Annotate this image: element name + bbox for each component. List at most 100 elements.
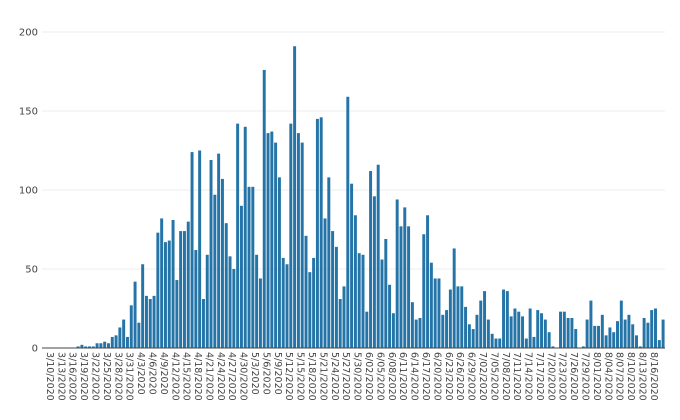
bar: [657, 340, 661, 348]
x-tick-label: 4/27/2020: [226, 352, 237, 401]
bar: [156, 232, 160, 348]
x-tick-label: 3/25/2020: [101, 352, 112, 401]
bar: [612, 332, 616, 348]
bar: [532, 336, 536, 348]
x-tick-label: 5/12/2020: [283, 352, 294, 401]
bar: [266, 133, 270, 348]
bar: [125, 336, 129, 348]
bar: [384, 238, 388, 348]
bar: [353, 215, 357, 348]
bar: [308, 272, 312, 348]
bar: [464, 306, 468, 348]
x-tick-label: 8/01/2020: [591, 352, 602, 401]
bar: [498, 338, 502, 348]
bar: [205, 254, 209, 348]
bar: [342, 286, 346, 348]
bar: [182, 231, 186, 348]
bar: [194, 250, 198, 348]
bar: [391, 313, 395, 348]
bar: [186, 221, 190, 348]
bar: [635, 335, 638, 348]
bar: [167, 240, 171, 348]
bar: [122, 319, 126, 348]
bar: [361, 254, 365, 348]
y-tick-label: 150: [19, 107, 38, 118]
x-tick-label: 3/28/2020: [112, 352, 123, 401]
bar: [103, 341, 107, 348]
x-tick-label: 5/30/2020: [352, 352, 363, 401]
bar: [357, 253, 361, 348]
bar: [372, 196, 376, 348]
bar: [179, 231, 183, 348]
bar: [175, 280, 179, 348]
x-tick-label: 6/11/2020: [397, 352, 408, 401]
x-tick-label: 7/26/2020: [568, 352, 579, 401]
bar: [232, 269, 236, 348]
x-tick-label: 5/6/2020: [260, 352, 271, 395]
bars: [76, 46, 665, 349]
bar: [160, 218, 164, 348]
bar: [494, 338, 498, 348]
x-tick-label: 6/23/2020: [443, 352, 454, 401]
x-tick-label: 4/3/2020: [135, 352, 146, 395]
x-tick-label: 6/29/2020: [466, 352, 477, 401]
bar: [422, 234, 426, 348]
bar: [338, 299, 342, 348]
bar: [220, 178, 224, 348]
bar: [467, 324, 471, 348]
bar: [213, 194, 217, 348]
bar: [589, 300, 593, 348]
bar: [281, 257, 285, 348]
x-tick-label: 6/05/2020: [374, 352, 385, 401]
x-tick-label: 3/10/2020: [44, 352, 55, 401]
bar: [148, 299, 152, 348]
x-tick-label: 6/14/2020: [409, 352, 420, 401]
bar: [99, 343, 103, 348]
bar: [562, 311, 566, 348]
bar: [277, 177, 281, 348]
bar: [581, 346, 585, 348]
bar: [209, 159, 213, 348]
bar: [654, 308, 657, 348]
bar: [107, 343, 110, 348]
bar: [152, 295, 156, 348]
bar: [585, 319, 589, 348]
bar: [543, 319, 547, 348]
bar: [133, 281, 137, 348]
bar: [441, 314, 445, 348]
bar: [407, 226, 411, 348]
bar: [300, 142, 304, 348]
bar: [437, 278, 441, 348]
gridlines: [42, 31, 665, 270]
y-tick-label: 0: [32, 344, 38, 355]
bar: [201, 299, 205, 348]
bar: [509, 316, 513, 348]
bar: [114, 335, 118, 348]
x-tick-label: 4/6/2020: [146, 352, 157, 395]
y-axis: 0 50 100 150 200: [19, 28, 38, 355]
bar: [426, 215, 430, 348]
bar: [304, 235, 308, 348]
x-tick-label: 4/12/2020: [169, 352, 180, 401]
bar: [163, 242, 167, 348]
bar: [433, 278, 437, 348]
bar: [623, 319, 627, 348]
bar: [608, 327, 612, 348]
bar: [570, 317, 574, 348]
bar: [460, 286, 464, 348]
bar: [251, 186, 255, 348]
x-tick-label: 5/9/2020: [272, 352, 283, 395]
bar: [327, 177, 331, 348]
bar: [110, 336, 114, 348]
bar: [84, 346, 88, 348]
bar: [551, 346, 555, 348]
bar: [574, 329, 578, 348]
bar: [293, 46, 297, 348]
bar: [171, 220, 175, 348]
x-tick-label: 8/13/2020: [637, 352, 648, 401]
x-tick-label: 5/21/2020: [317, 352, 328, 401]
bar: [312, 257, 316, 348]
bar: [319, 117, 323, 348]
x-tick-label: 3/19/2020: [78, 352, 89, 401]
x-tick-label: 7/05/2020: [488, 352, 499, 401]
